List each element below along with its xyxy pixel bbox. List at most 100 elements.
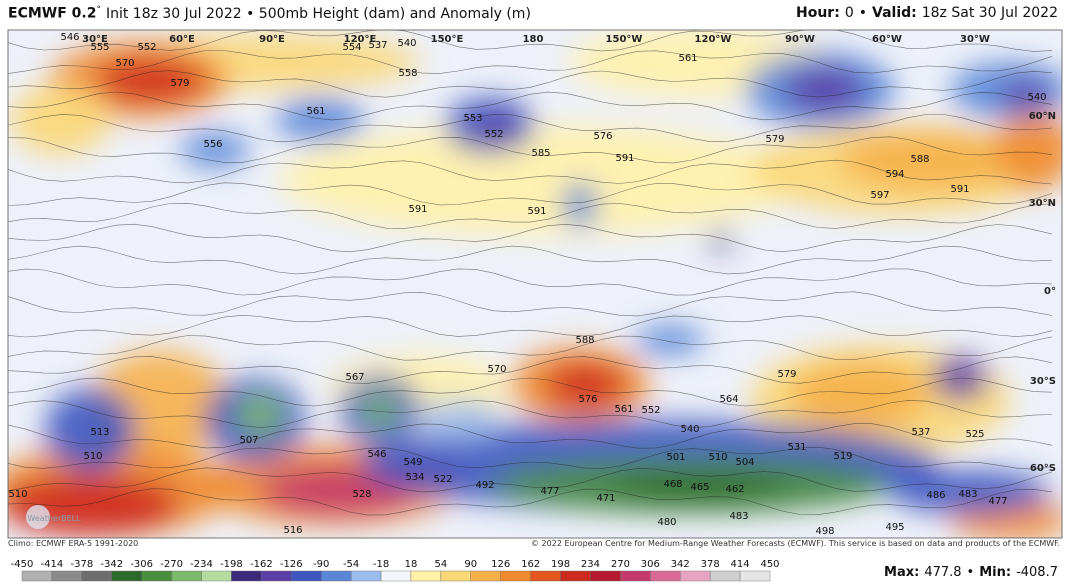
valid-value: 18z Sat 30 Jul 2022	[921, 5, 1058, 21]
anomaly-blob	[635, 325, 705, 355]
latitude-label: 0°	[1044, 286, 1056, 297]
colorbar-swatch	[321, 570, 352, 582]
contours	[8, 30, 1053, 516]
contour-label: 570	[487, 364, 506, 375]
colorbar-swatch	[500, 570, 531, 582]
anomaly-blob	[10, 85, 110, 155]
contour-label: 552	[484, 129, 503, 140]
contour-label: 561	[306, 106, 325, 117]
min-label: Min:	[979, 565, 1012, 580]
contour-line	[8, 30, 1053, 52]
contour-label: 495	[885, 522, 904, 533]
copyright: © 2022 European Centre for Medium-Range …	[531, 539, 1060, 548]
contour-line	[8, 50, 1053, 74]
contour-label: 492	[475, 480, 494, 491]
contour-label: 537	[368, 40, 387, 51]
max-label: Max:	[884, 565, 920, 580]
degree: °	[96, 5, 101, 15]
colorbar-label: -378	[70, 559, 93, 570]
contour-label: 546	[60, 32, 79, 43]
contour-line	[8, 291, 1053, 317]
colorbar-swatch	[590, 570, 621, 582]
longitude-label: 30°E	[82, 34, 108, 45]
climo-note: Climo: ECMWF ERA-5 1991-2020	[8, 539, 139, 548]
map-frame	[7, 29, 1063, 539]
longitude-label: 180	[523, 34, 544, 45]
contour-label: 501	[666, 452, 685, 463]
colorbar-label: 306	[641, 559, 660, 570]
contour-label: 540	[397, 38, 416, 49]
contour-label: 525	[965, 429, 984, 440]
colorbar-swatch	[680, 570, 711, 582]
contour-label: 465	[690, 482, 709, 493]
contour-label: 504	[735, 457, 754, 468]
colorbar-label: 414	[731, 559, 750, 570]
contour-label: 555	[90, 42, 109, 53]
latitude-label: 30°S	[1030, 376, 1056, 387]
contour-label: 570	[115, 58, 134, 69]
contour-label: 510	[708, 452, 727, 463]
colorbar-label: -198	[220, 559, 243, 570]
colorbar-label: 378	[701, 559, 720, 570]
longitude-label: 120°E	[344, 34, 377, 45]
contour-label: 537	[911, 427, 930, 438]
contour-label: 567	[345, 372, 364, 383]
colorbar-label: -450	[11, 559, 34, 570]
colorbar-swatch	[350, 570, 382, 582]
colorbar-swatch	[739, 570, 771, 582]
contour-label: 468	[663, 479, 682, 490]
anomaly-blob	[420, 400, 500, 440]
longitude-label: 90°E	[259, 34, 285, 45]
contour-line	[8, 159, 1053, 185]
colorbar-swatch	[141, 570, 172, 582]
contour-label: 462	[725, 484, 744, 495]
anomaly-blob	[545, 363, 625, 407]
contour-label: 564	[719, 394, 738, 405]
contour-label: 561	[614, 404, 633, 415]
contour-label: 534	[405, 472, 424, 483]
separator: •	[858, 5, 867, 21]
contour-line	[8, 223, 1053, 253]
contour-line	[8, 400, 1053, 428]
contour-label: 597	[870, 190, 889, 201]
contour-label: 471	[596, 493, 615, 504]
colorbar-swatch	[470, 570, 501, 582]
contour-line	[8, 467, 1053, 493]
contour-label: 552	[137, 42, 156, 53]
contour-label: 554	[342, 42, 361, 53]
longitude-label: 60°E	[169, 34, 195, 45]
hour-label: Hour:	[796, 5, 840, 21]
colorbar-swatch	[261, 570, 292, 582]
anomaly-blob	[45, 388, 135, 472]
colorbar-swatch	[530, 570, 561, 582]
anomaly-blob	[473, 116, 517, 144]
contour-line	[8, 423, 1053, 449]
colorbar-swatch	[51, 570, 83, 582]
contour-line	[8, 356, 1053, 384]
longitude-label: 150°E	[431, 34, 464, 45]
contour-label: 498	[815, 526, 834, 537]
anomaly-blob	[995, 110, 1062, 190]
colorbar-swatch	[81, 570, 112, 582]
colorbar-label: -234	[190, 559, 213, 570]
contour-label: 513	[90, 427, 109, 438]
anomaly-field	[8, 30, 1062, 538]
contour-label: 486	[926, 490, 945, 501]
contour-line	[8, 335, 1053, 361]
contour-line	[8, 245, 1053, 275]
colorbar-swatch	[650, 570, 681, 582]
anomaly-blob	[180, 132, 250, 168]
valid-label: Valid:	[872, 5, 917, 21]
colorbar-label: 198	[551, 559, 570, 570]
contour-label: 579	[765, 134, 784, 145]
contour-label: 553	[463, 113, 482, 124]
anomaly-blob	[360, 392, 400, 428]
colorbar-label: 162	[521, 559, 540, 570]
contour-line	[8, 91, 1053, 121]
colorbar-swatch	[410, 570, 442, 582]
contour-label: 483	[958, 489, 977, 500]
longitude-label: 90°W	[785, 34, 815, 45]
longitude-label: 150°W	[606, 34, 643, 45]
anomaly-blob	[785, 68, 865, 112]
